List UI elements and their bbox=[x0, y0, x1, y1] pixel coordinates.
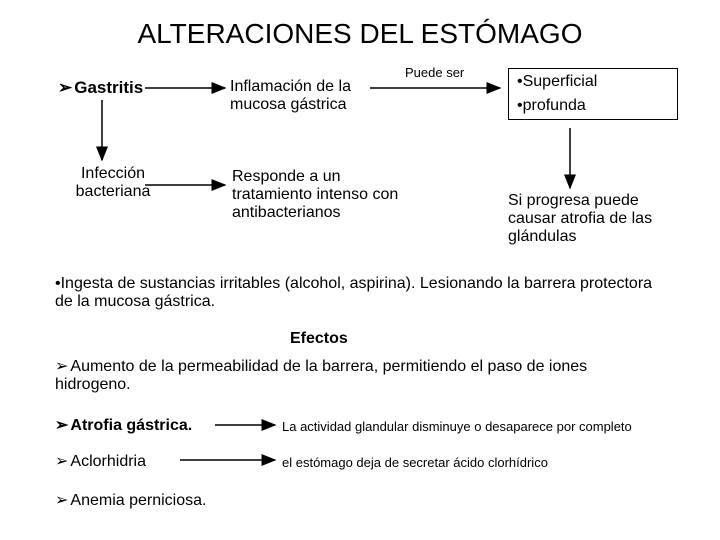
node-superficial: Superficial bbox=[517, 73, 669, 91]
label-puede-ser: Puede ser bbox=[405, 65, 464, 80]
node-inflamacion: Inflamación de la mucosa gástrica bbox=[230, 78, 375, 114]
node-profunda: profunda bbox=[517, 97, 669, 115]
page-title: ALTERACIONES DEL ESTÓMAGO bbox=[0, 18, 720, 50]
node-aumento: Aumento de la permeabilidad de la barrer… bbox=[55, 356, 655, 394]
box-types: Superficial profunda bbox=[508, 68, 678, 120]
heading-efectos: Efectos bbox=[290, 330, 348, 348]
node-anemia: Anemia perniciosa. bbox=[55, 490, 206, 510]
node-atrofia-desc: La actividad glandular disminuye o desap… bbox=[282, 419, 702, 434]
node-progresa: Si progresa puede causar atrofia de las … bbox=[508, 192, 683, 246]
node-responde: Responde a un tratamiento intenso con an… bbox=[232, 168, 402, 222]
node-infeccion: Infección bacteriana bbox=[68, 165, 158, 201]
node-aclorhidria: Aclorhidria bbox=[55, 451, 146, 471]
node-gastritis: Gastritis bbox=[58, 78, 143, 98]
node-atrofia: Atrofia gástrica. bbox=[55, 415, 192, 435]
node-ingesta: Ingesta de sustancias irritables (alcoho… bbox=[55, 275, 670, 311]
node-aclorhidria-desc: el estómago deja de secretar ácido clorh… bbox=[282, 455, 702, 470]
